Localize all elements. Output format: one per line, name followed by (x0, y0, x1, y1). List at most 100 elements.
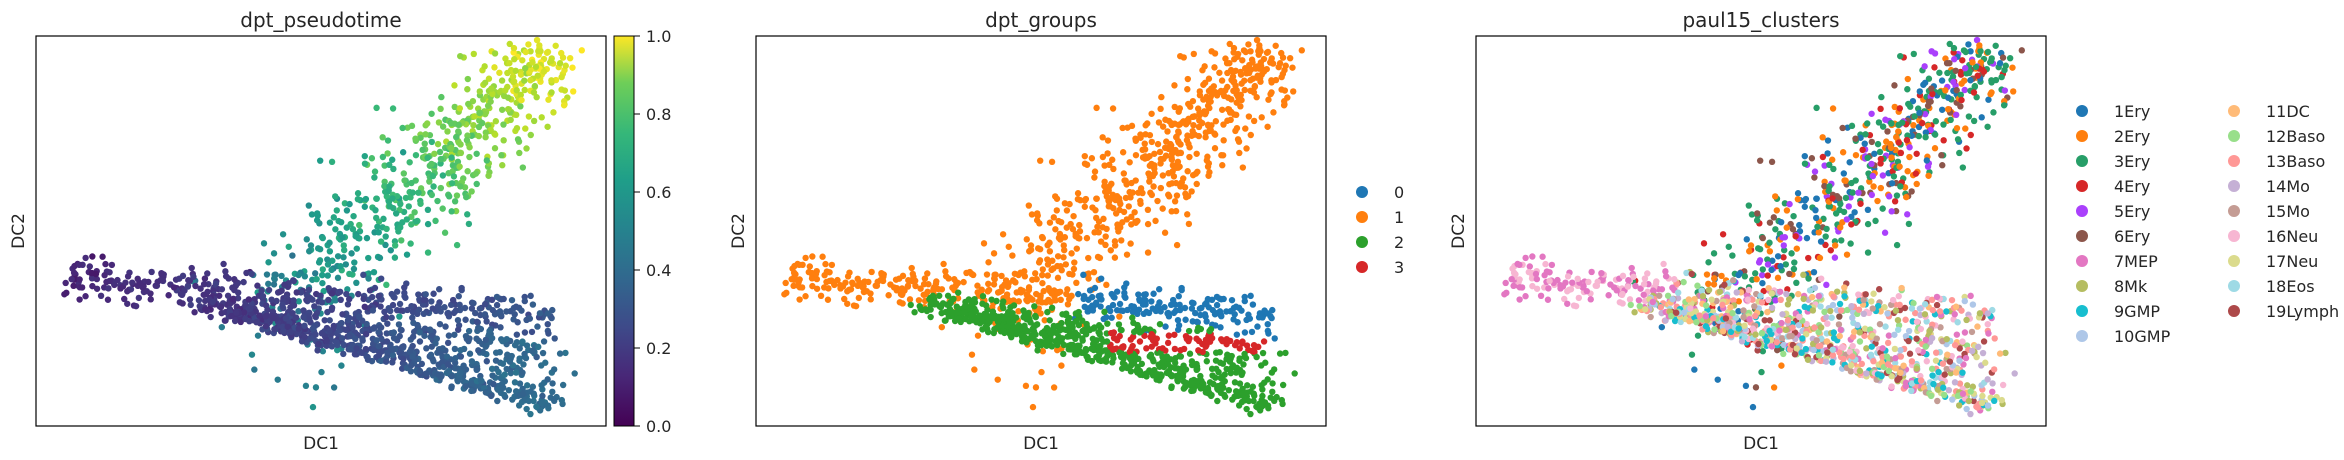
data-point (1598, 269, 1605, 277)
data-point (452, 307, 460, 314)
data-point (521, 65, 529, 72)
data-point (93, 285, 101, 292)
data-point (437, 155, 445, 163)
data-point (400, 355, 407, 363)
data-point (1765, 296, 1772, 304)
data-point (1115, 321, 1123, 328)
data-point (1933, 349, 1940, 356)
data-point (1967, 131, 1974, 139)
data-point (1822, 241, 1829, 249)
data-point (1117, 326, 1125, 334)
data-point (1221, 371, 1228, 378)
data-point (108, 261, 116, 269)
data-point (1211, 50, 1219, 57)
data-point (1961, 77, 1968, 84)
data-point (309, 296, 316, 303)
data-point (852, 302, 860, 310)
data-point (1066, 270, 1073, 278)
data-point (439, 123, 447, 130)
data-point (508, 296, 516, 304)
data-point (1023, 236, 1030, 243)
data-point (1175, 293, 1182, 300)
data-point (391, 242, 399, 249)
data-point (1085, 275, 1092, 282)
y-axis-label: DC2 (729, 213, 749, 249)
data-point (326, 219, 334, 226)
data-point (1264, 310, 1272, 317)
data-point (93, 275, 101, 283)
data-point (1896, 163, 1903, 170)
data-point (1594, 278, 1601, 285)
data-point (447, 144, 455, 152)
data-point (1922, 336, 1930, 344)
data-point (404, 306, 411, 314)
data-point (1729, 277, 1737, 284)
data-point (518, 307, 525, 314)
colorbar-tick-label: 0.4 (646, 261, 671, 280)
data-point (1803, 234, 1811, 242)
data-point (1948, 296, 1956, 304)
data-point (1012, 314, 1020, 321)
data-point (106, 277, 113, 285)
data-point (1868, 110, 1875, 117)
data-point (1143, 345, 1150, 352)
data-point (985, 280, 992, 288)
data-point (1259, 392, 1266, 400)
data-point (1048, 266, 1055, 274)
data-point (1970, 117, 1978, 125)
data-point (165, 292, 172, 299)
data-point (1044, 261, 1052, 268)
data-point (279, 301, 286, 309)
data-point (533, 36, 541, 44)
data-point (1269, 388, 1276, 396)
data-point (1096, 254, 1104, 262)
data-point (428, 343, 435, 350)
data-point (1001, 281, 1008, 288)
data-point (1106, 183, 1113, 190)
data-point (409, 189, 416, 196)
data-point (538, 114, 545, 121)
data-point (482, 129, 490, 136)
data-point (1700, 240, 1708, 247)
data-point (1260, 68, 1268, 75)
data-point (451, 331, 458, 338)
data-point (190, 273, 197, 280)
data-point (293, 289, 300, 296)
data-point (1184, 168, 1191, 175)
data-point (1902, 316, 1909, 323)
data-point (1965, 41, 1972, 48)
data-point (478, 119, 486, 127)
data-point (1961, 329, 1969, 336)
data-point (1569, 279, 1576, 286)
data-point (318, 368, 325, 376)
data-point (463, 193, 470, 201)
data-point (1973, 36, 1981, 44)
scatter-points-dpt-pseudotime (61, 36, 586, 418)
data-point (1184, 211, 1191, 218)
data-point (1637, 285, 1644, 292)
data-point (1050, 214, 1058, 221)
data-point (254, 332, 262, 339)
data-point (346, 333, 353, 340)
data-point (420, 310, 428, 318)
data-point (343, 290, 350, 298)
data-point (1247, 77, 1254, 84)
data-point (1714, 376, 1721, 383)
data-point (1207, 392, 1215, 400)
data-point (1522, 254, 1529, 262)
data-point (328, 304, 336, 311)
data-point (505, 386, 513, 394)
data-point (1860, 310, 1868, 318)
data-point (1895, 121, 1902, 129)
data-point (389, 156, 396, 163)
data-point (1652, 280, 1660, 287)
data-point (1916, 88, 1923, 95)
data-point (1705, 286, 1713, 294)
data-point (396, 313, 403, 320)
data-point (1688, 270, 1695, 278)
data-point (477, 325, 485, 333)
data-point (463, 136, 471, 144)
data-point (397, 224, 404, 231)
data-point (365, 275, 372, 282)
data-point (454, 158, 462, 165)
